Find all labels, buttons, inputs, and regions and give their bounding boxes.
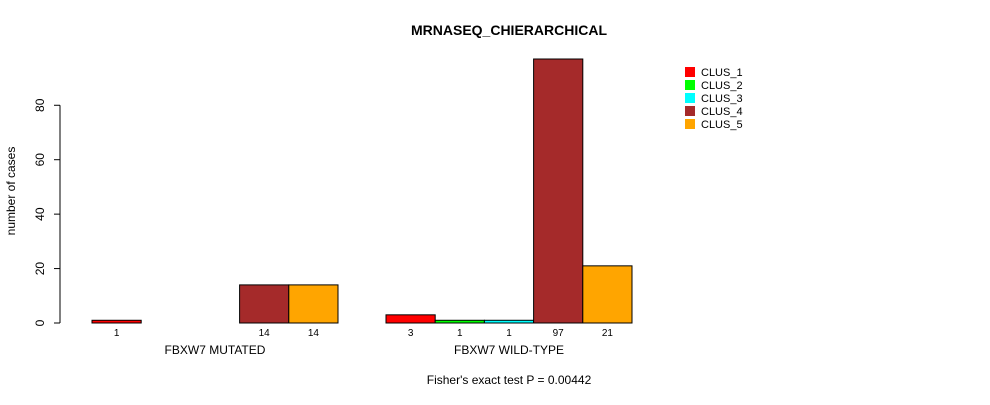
bar-clus-3-group-2 [483,319,535,324]
bar-count-labels: 1 14 14 3 1 1 97 21 [114,328,614,339]
legend-label: CLUS_1 [701,67,743,79]
bar-clus-1-group-1 [91,319,142,324]
y-tick-label: 0 [33,319,47,326]
bar-count-label: 1 [457,328,463,339]
y-axis: 0 20 40 60 80 [33,98,61,326]
legend-label: CLUS_4 [701,106,743,118]
y-tick-label: 60 [33,153,47,167]
y-tick-label: 80 [33,98,47,112]
bars [91,58,633,324]
bar-count-label: 3 [408,328,414,339]
fisher-test-annotation: Fisher's exact test P = 0.00442 [427,373,592,387]
legend-label: CLUS_2 [701,80,743,92]
legend-swatch [685,67,695,77]
bar-count-label: 1 [114,328,120,339]
legend-label: CLUS_3 [701,93,743,105]
bar-clus-5-group-1 [288,284,339,324]
bar-clus-2-group-2 [434,319,485,324]
legend-swatch [685,119,695,129]
bar-count-label: 21 [602,328,614,339]
group-label: FBXW7 WILD-TYPE [454,343,564,357]
y-tick-label: 20 [33,262,47,276]
y-axis-label: number of cases [4,147,18,236]
bar-count-label: 14 [308,328,320,339]
bar-clus-1-group-2 [385,314,436,324]
bar-clus-4-group-2 [533,58,584,324]
bar-count-label: 97 [553,328,565,339]
y-tick-label: 40 [33,207,47,221]
bar-count-label: 1 [506,328,512,339]
legend-swatch [685,106,695,116]
group-labels: FBXW7 MUTATED FBXW7 WILD-TYPE [165,343,564,357]
bar-count-label: 14 [259,328,271,339]
bar-clus-4-group-1 [239,284,290,324]
chart-title: MRNASEQ_CHIERARCHICAL [411,22,607,38]
legend-swatch [685,93,695,103]
group-label: FBXW7 MUTATED [165,343,266,357]
legend-swatch [685,80,695,90]
bar-clus-5-group-2 [582,265,633,324]
legend-label: CLUS_5 [701,119,743,131]
